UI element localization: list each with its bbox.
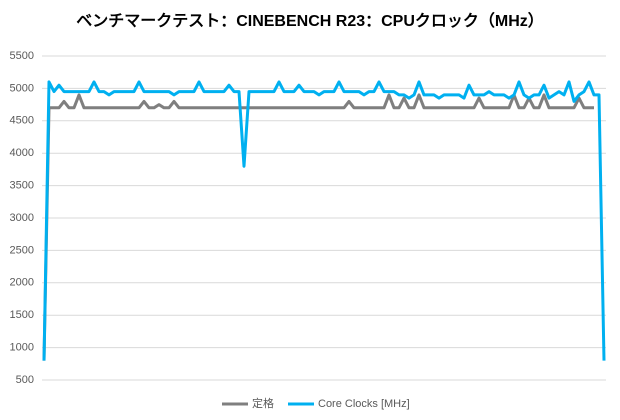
y-tick-label: 2000 [10,277,34,289]
y-tick-label: 4000 [10,147,34,159]
y-tick-label: 500 [16,374,34,386]
y-tick-label: 1500 [10,309,34,321]
y-tick-label: 2500 [10,244,34,256]
legend-label: Core Clocks [MHz] [318,398,410,410]
y-tick-label: 5000 [10,82,34,94]
y-tick-label: 3500 [10,180,34,192]
y-tick-label: 3000 [10,212,34,224]
y-tick-label: 4500 [10,115,34,127]
y-tick-label: 1000 [10,342,34,354]
y-tick-label: 5500 [10,50,34,62]
chart-title: ベンチマークテスト：CINEBENCH R23：CPUクロック（MHz） [76,12,544,30]
legend-label: 定格 [252,396,274,410]
series-line [42,93,594,361]
series-line [42,80,606,361]
